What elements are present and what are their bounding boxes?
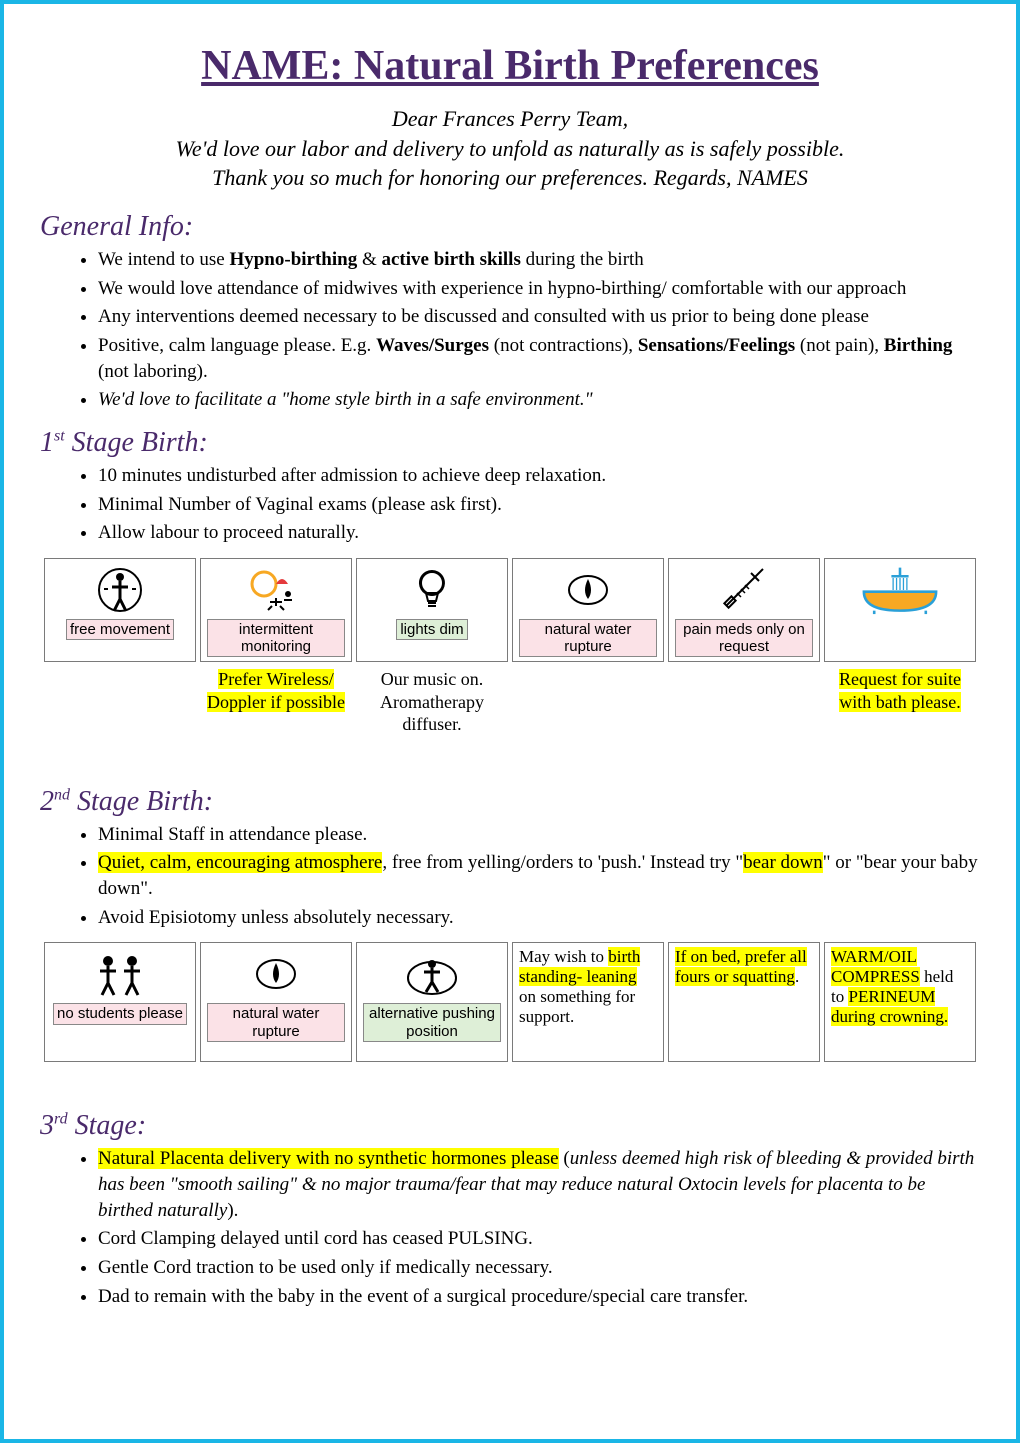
- pain-meds-icon: [719, 563, 769, 617]
- icon-cell: natural water rupture: [512, 558, 664, 663]
- natural-water-rupture-icon: [254, 947, 298, 1001]
- bullet: 10 minutes undisturbed after admission t…: [98, 463, 980, 489]
- icon-label: free movement: [66, 619, 174, 640]
- icon-label: alternative pushing position: [363, 1003, 501, 1042]
- icon-label: lights dim: [396, 619, 467, 640]
- note-cell: [512, 662, 664, 742]
- note-cell: May wish to birth standing- leaning on s…: [512, 942, 664, 1062]
- stage2-icon-grid: no students please natural water rupture…: [40, 942, 980, 1062]
- no-students-icon: [90, 947, 150, 1001]
- icon-cell: alternative pushing position: [356, 942, 508, 1062]
- bullet: Positive, calm language please. E.g. Wav…: [98, 333, 980, 384]
- greeting-line: We'd love our labor and delivery to unfo…: [70, 134, 950, 164]
- bullet: Avoid Episiotomy unless absolutely neces…: [98, 905, 980, 931]
- natural-water-rupture-icon: [566, 563, 610, 617]
- stage3-bullets: Natural Placenta delivery with no synthe…: [40, 1146, 980, 1309]
- bullet: We intend to use Hypno-birthing & active…: [98, 247, 980, 273]
- bullet: We would love attendance of midwives wit…: [98, 276, 980, 302]
- bullet: Allow labour to proceed naturally.: [98, 520, 980, 546]
- icon-label: no students please: [53, 1003, 187, 1024]
- icon-cell: natural water rupture: [200, 942, 352, 1062]
- icon-cell: free movement: [44, 558, 196, 663]
- stage2-bullets: Minimal Staff in attendance please. Quie…: [40, 822, 980, 931]
- note-cell: Request for suite with bath please.: [824, 662, 976, 742]
- lights-dim-icon: [412, 563, 452, 617]
- bullet: Quiet, calm, encouraging atmosphere, fre…: [98, 850, 980, 901]
- bath-icon: [857, 563, 943, 617]
- note-cell: [668, 662, 820, 742]
- note-cell: Prefer Wireless/ Doppler if possible: [200, 662, 352, 742]
- bullet: Gentle Cord traction to be used only if …: [98, 1255, 980, 1281]
- page-title: NAME: Natural Birth Preferences: [40, 42, 980, 90]
- intermittent-monitoring-icon: [246, 563, 306, 617]
- stage1-icon-grid: free movement intermittent monitoring li…: [40, 558, 980, 742]
- bullet: Minimal Staff in attendance please.: [98, 822, 980, 848]
- icon-cell: [824, 558, 976, 663]
- greeting-line: Thank you so much for honoring our prefe…: [70, 163, 950, 193]
- alt-pushing-icon: [404, 947, 460, 1001]
- icon-label: natural water rupture: [207, 1003, 345, 1042]
- icon-label: pain meds only on request: [675, 619, 813, 658]
- icon-cell: pain meds only on request: [668, 558, 820, 663]
- note-cell: WARM/OIL COMPRESS held to PERINEUM durin…: [824, 942, 976, 1062]
- bullet: Cord Clamping delayed until cord has cea…: [98, 1226, 980, 1252]
- greeting-line: Dear Frances Perry Team,: [70, 104, 950, 134]
- greeting-block: Dear Frances Perry Team, We'd love our l…: [70, 104, 950, 193]
- general-bullets: We intend to use Hypno-birthing & active…: [40, 247, 980, 413]
- icon-cell: no students please: [44, 942, 196, 1062]
- stage1-bullets: 10 minutes undisturbed after admission t…: [40, 463, 980, 546]
- note-cell: If on bed, prefer all fours or squatting…: [668, 942, 820, 1062]
- bullet: Dad to remain with the baby in the event…: [98, 1284, 980, 1310]
- icon-cell: intermittent monitoring: [200, 558, 352, 663]
- section-heading-stage1: 1st Stage Birth:: [40, 427, 980, 459]
- section-heading-stage2: 2nd Stage Birth:: [40, 786, 980, 818]
- bullet: Minimal Number of Vaginal exams (please …: [98, 492, 980, 518]
- section-heading-general: General Info:: [40, 211, 980, 243]
- icon-label: intermittent monitoring: [207, 619, 345, 658]
- note-cell: [44, 662, 196, 742]
- bullet: Any interventions deemed necessary to be…: [98, 304, 980, 330]
- section-heading-stage3: 3rd Stage:: [40, 1110, 980, 1142]
- icon-label: natural water rupture: [519, 619, 657, 658]
- free-movement-icon: [98, 563, 142, 617]
- bullet: Natural Placenta delivery with no synthe…: [98, 1146, 980, 1223]
- note-cell: Our music on. Aromatherapy diffuser.: [356, 662, 508, 742]
- birth-plan-page: NAME: Natural Birth Preferences Dear Fra…: [0, 0, 1020, 1443]
- icon-cell: lights dim: [356, 558, 508, 663]
- bullet: We'd love to facilitate a "home style bi…: [98, 387, 980, 413]
